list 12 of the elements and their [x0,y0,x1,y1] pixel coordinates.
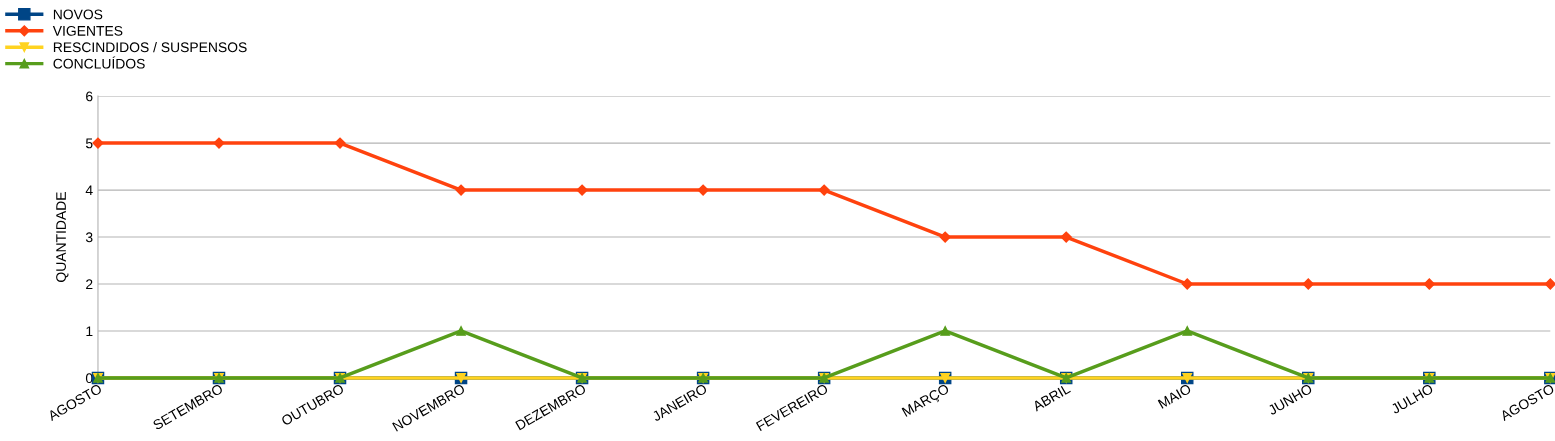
legend-label: VIGENTES [52,25,123,36]
y-tick-label: 1 [86,326,93,336]
legend-label: NOVOS [53,9,103,20]
y-tick-label: 4 [85,185,93,196]
y-tick-label: 2 [86,279,93,290]
legend-label: RESCINDIDOS / SUSPENSOS [53,41,247,53]
y-axis-title: QUANTIDADE [56,192,69,282]
y-tick-label: 0 [85,373,93,384]
y-tick-label: 6 [86,91,93,102]
y-tick-label: 3 [85,232,93,243]
legend-label: CONCLUÍDOS [53,56,145,69]
y-tick-label: 5 [85,138,93,149]
